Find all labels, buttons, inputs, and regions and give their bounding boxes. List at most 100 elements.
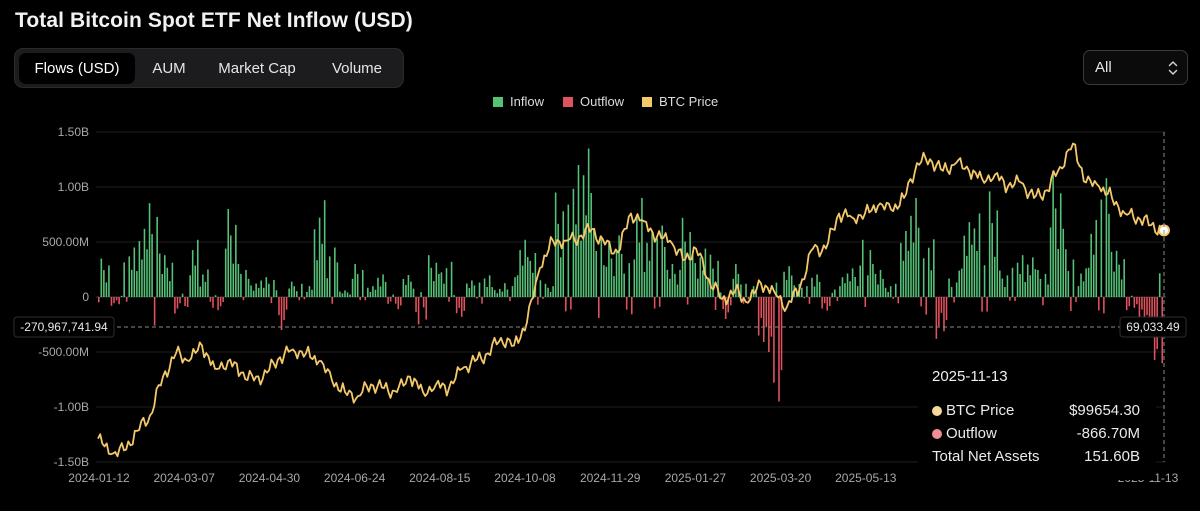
outflow-bar xyxy=(422,297,425,308)
inflow-bar xyxy=(971,244,973,297)
inflow-bar xyxy=(539,280,542,297)
inflow-bar xyxy=(169,281,171,297)
inflow-bar xyxy=(648,260,651,297)
legend-item-btc-price[interactable]: BTC Price xyxy=(642,94,718,109)
inflow-bar xyxy=(841,277,844,297)
outflow-bar xyxy=(417,297,420,325)
tab-flows[interactable]: Flows (USD) xyxy=(19,53,135,84)
range-select[interactable]: All xyxy=(1083,50,1188,85)
inflow-bar xyxy=(1004,286,1006,297)
outflow-bar xyxy=(458,297,460,308)
inflow-bar xyxy=(976,251,978,297)
inflow-bar xyxy=(666,269,669,297)
inflow-bar xyxy=(308,286,311,297)
inflow-bar xyxy=(229,235,232,297)
outflow-bar xyxy=(179,297,181,304)
outflow-bar xyxy=(757,297,760,336)
inflow-bar xyxy=(887,291,889,297)
x-tick-label: 2024-04-30 xyxy=(239,471,301,485)
inflow-bar xyxy=(491,287,493,297)
inflow-bar xyxy=(316,260,318,297)
inflow-bar xyxy=(493,290,496,297)
inflow-bar xyxy=(521,265,524,297)
outflow-bar xyxy=(1133,297,1136,308)
inflow-bar xyxy=(562,211,565,297)
x-tick-label: 2024-11-29 xyxy=(580,471,641,485)
inflow-bar xyxy=(288,288,290,297)
inflow-bar xyxy=(524,239,526,297)
inflow-bar xyxy=(1059,193,1062,297)
inflow-bar xyxy=(818,281,821,297)
inflow-bar xyxy=(306,291,308,297)
inflow-bar xyxy=(993,256,996,297)
inflow-bar xyxy=(504,283,506,297)
inflow-bar xyxy=(988,191,991,297)
inflow-bar xyxy=(1087,267,1090,297)
outflow-bar xyxy=(897,297,900,304)
tab-volume[interactable]: Volume xyxy=(331,60,383,77)
outflow-bar xyxy=(653,297,656,309)
outflow-bar xyxy=(537,297,539,305)
tooltip-label: BTC Price xyxy=(946,402,1015,419)
legend-item-outflow[interactable]: Outflow xyxy=(563,94,624,109)
inflow-bar xyxy=(313,229,316,297)
y-tick-label: 500.00M xyxy=(42,235,89,249)
inflow-bar xyxy=(1054,208,1057,297)
outflow-bar xyxy=(823,297,826,304)
inflow-bar xyxy=(646,242,648,297)
legend-item-inflow[interactable]: Inflow xyxy=(493,94,544,109)
tab-market-cap[interactable]: Market Cap xyxy=(218,60,296,77)
outflow-bar xyxy=(153,297,156,326)
inflow-bar xyxy=(435,262,438,297)
inflow-bar xyxy=(382,274,384,297)
inflow-bar xyxy=(1118,264,1120,297)
inflow-bar xyxy=(1131,295,1133,297)
outflow-bar xyxy=(463,297,466,311)
inflow-bar xyxy=(859,265,862,297)
page-title: Total Bitcoin Spot ETF Net Inflow (USD) xyxy=(15,9,413,32)
inflow-bar xyxy=(544,283,547,297)
inflow-bar xyxy=(691,253,694,297)
y-tick-label: 1.50B xyxy=(58,125,89,139)
inflow-bar xyxy=(707,277,709,297)
inflow-bar xyxy=(1085,268,1087,297)
inflow-bar xyxy=(973,228,976,297)
outflow-bar xyxy=(1143,297,1146,325)
outflow-bar xyxy=(364,297,367,301)
inflow-bar xyxy=(567,204,570,297)
outflow-bar xyxy=(394,297,397,304)
outflow-bar xyxy=(826,297,829,311)
inflow-bar xyxy=(202,274,204,297)
tab-aum[interactable]: AUM xyxy=(152,60,186,77)
inflow-bar xyxy=(526,256,529,297)
outflow-bar xyxy=(542,297,544,299)
inflow-bar xyxy=(991,223,993,297)
inflow-bar xyxy=(532,272,534,297)
outflow-bar xyxy=(773,297,775,383)
outflow-bar xyxy=(331,297,334,304)
outflow-bar xyxy=(724,297,727,319)
inflow-bar xyxy=(1016,262,1019,297)
inflow-bar xyxy=(874,273,877,297)
outflow-bar xyxy=(400,297,402,306)
inflow-bar xyxy=(450,261,453,297)
inflow-bar xyxy=(958,270,960,297)
inflow-bar xyxy=(369,291,372,297)
crosshair-value-box xyxy=(13,316,115,338)
inflow-bar xyxy=(1110,251,1113,297)
inflow-bar xyxy=(867,275,869,297)
inflow-bar xyxy=(702,270,704,297)
inflow-bar xyxy=(166,267,169,297)
crosshair-price-label: 69,033.49 xyxy=(1126,320,1180,334)
outflow-bar xyxy=(303,297,306,300)
inflow-bar xyxy=(1113,271,1115,297)
inflow-bar xyxy=(232,263,235,297)
outflow-bar xyxy=(285,297,288,310)
inflow-bar xyxy=(488,275,491,297)
outflow-bar xyxy=(981,297,983,312)
inflow-swatch xyxy=(493,97,503,107)
inflow-bar xyxy=(1095,220,1098,297)
inflow-bar xyxy=(100,258,103,297)
inflow-bar xyxy=(265,277,268,297)
inflow-bar xyxy=(466,283,468,297)
